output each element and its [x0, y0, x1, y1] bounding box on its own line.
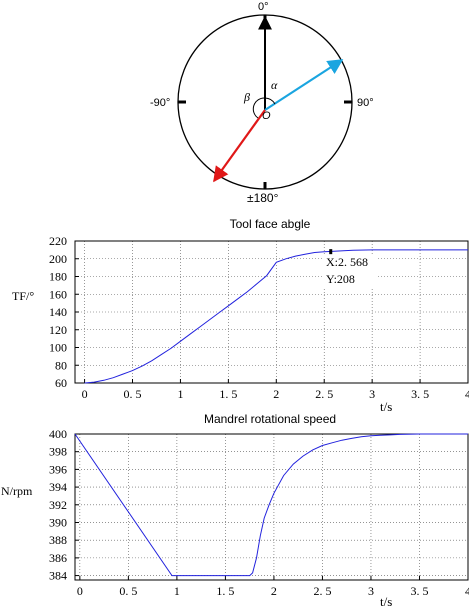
- chart2-frame: [74, 433, 469, 581]
- y-tick-label: 394: [49, 480, 67, 494]
- label-bottom: ±180°: [247, 191, 279, 205]
- x-tick-label: 2. 5: [313, 584, 331, 598]
- chart1-title: Tool face abgle: [230, 217, 311, 231]
- label-right: 90°: [357, 97, 374, 109]
- alpha-arc: [264, 97, 276, 105]
- chart2-ylabel: N/rpm: [1, 484, 33, 498]
- chart1-xlabel: t/s: [380, 399, 392, 414]
- x-tick-label: 3: [369, 387, 375, 401]
- tool-face-dial: 0° -90° 90° ±180° α β O: [150, 1, 374, 205]
- y-tick-label: 392: [49, 498, 67, 512]
- x-tick-label: 0: [82, 387, 88, 401]
- chart1-datatip: X:2. 568 Y:208: [322, 249, 378, 288]
- x-tick-label: 2: [273, 387, 279, 401]
- x-tick-label: 3. 5: [411, 387, 429, 401]
- y-tick-label: 384: [49, 569, 67, 583]
- chart1-y-ticks: 60 80 100 120 140 160 180 200 220: [49, 234, 79, 390]
- x-tick-label: 0. 5: [124, 387, 142, 401]
- x-tick-label: 1. 5: [219, 387, 237, 401]
- x-tick-label: 3: [368, 584, 374, 598]
- x-tick-label: 0. 5: [119, 584, 137, 598]
- x-tick-label: 1. 5: [216, 584, 234, 598]
- chart-tool-face: Tool face abgle TF/° t/s 608010012014016…: [12, 217, 469, 414]
- x-tick-label: 2: [271, 584, 277, 598]
- y-tick-label: 80: [55, 358, 67, 372]
- chart2-title: Mandrel rotational speed: [204, 412, 336, 426]
- y-tick-label: 160: [49, 287, 67, 301]
- y-tick-label: 100: [49, 341, 67, 355]
- datatip-box: [322, 254, 378, 288]
- chart-mandrel-speed: Mandrel rotational speed N/rpm t/s 38438…: [1, 412, 469, 609]
- chart1-grid: [75, 240, 468, 384]
- chart2-y-ticks: 384 386 388 390 392 394 396 398 400: [49, 427, 79, 583]
- y-tick-label: 398: [49, 445, 67, 459]
- x-tick-label: 0: [77, 584, 83, 598]
- datatip-x: X:2. 568: [326, 255, 368, 269]
- chart1-ylabel: TF/°: [12, 289, 34, 303]
- y-tick-label: 388: [49, 533, 67, 547]
- arrow-red: [213, 109, 266, 183]
- chart1-frame: [74, 240, 469, 384]
- chart2-xlabel: t/s: [380, 594, 392, 609]
- x-tick-label: 3. 5: [410, 584, 428, 598]
- x-tick-label: 1: [174, 584, 180, 598]
- y-tick-label: 60: [55, 376, 67, 390]
- chart1-series-line: [84, 249, 468, 384]
- y-tick-label: 180: [49, 270, 67, 284]
- datatip-marker: [329, 249, 333, 255]
- beta-arc: [252, 97, 266, 119]
- label-origin: O: [262, 110, 271, 122]
- chart2-x-ticks: 0 0. 5 1 1. 5 2 2. 5 3 3. 5 4: [77, 576, 469, 598]
- label-top: 0°: [258, 1, 269, 13]
- y-tick-label: 200: [49, 252, 67, 266]
- y-tick-label: 220: [49, 234, 67, 248]
- datatip-y: Y:208: [326, 272, 355, 286]
- y-tick-label: 140: [49, 305, 67, 319]
- label-beta: β: [243, 90, 250, 104]
- arrow-cyan: [264, 59, 344, 111]
- y-tick-label: 390: [49, 515, 67, 529]
- x-tick-label: 2. 5: [315, 387, 333, 401]
- y-tick-label: 386: [49, 551, 67, 565]
- x-tick-label: 4: [465, 584, 469, 598]
- chart2-grid: [75, 433, 468, 580]
- y-tick-label: 120: [49, 323, 67, 337]
- label-left: -90°: [150, 97, 170, 109]
- y-tick-label: 400: [49, 427, 67, 441]
- y-tick-label: 396: [49, 462, 67, 476]
- chart1-x-ticks: 0 0. 5 1 1. 5 2 2. 5 3 3. 5 4: [82, 379, 469, 401]
- x-tick-label: 4: [465, 387, 469, 401]
- label-alpha: α: [271, 78, 278, 92]
- chart2-series-line: [74, 433, 468, 577]
- x-tick-label: 1: [177, 387, 183, 401]
